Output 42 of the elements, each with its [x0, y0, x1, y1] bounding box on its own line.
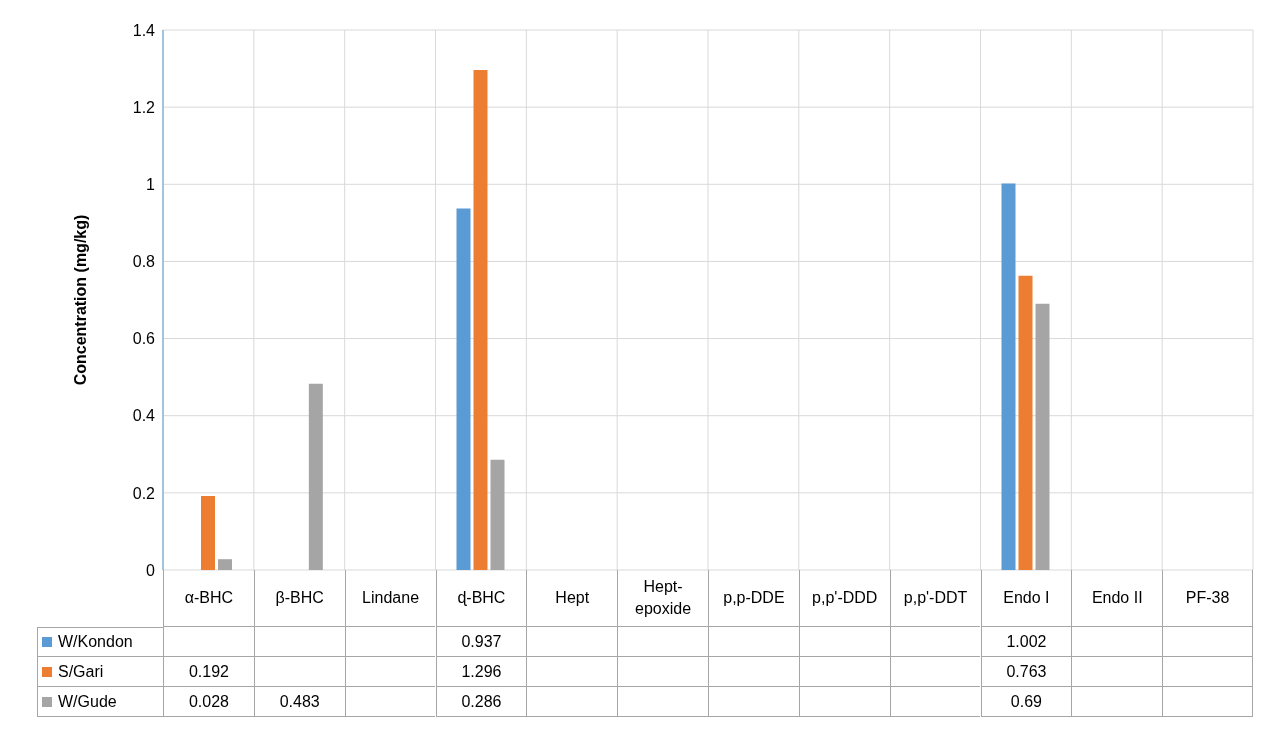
bar — [308, 383, 323, 570]
y-tick-label: 0.6 — [132, 330, 156, 348]
bar — [201, 495, 215, 570]
x-tick-label: ɖ-BHC — [435, 570, 527, 627]
y-tick-label: 1 — [146, 175, 156, 193]
y-axis-title: Concentration (mg/kg) — [71, 214, 89, 386]
x-tick-label: p,p-DDE — [708, 570, 799, 627]
x-tick-label: β-BHC — [253, 570, 345, 627]
legend-label: W/Gude — [37, 687, 163, 717]
data-label: 0.937 — [435, 627, 527, 657]
bar — [456, 208, 471, 570]
data-label: 0.028 — [163, 687, 254, 717]
x-tick-label: Endo I — [980, 570, 1072, 627]
x-tick-label: Lindane — [344, 570, 436, 627]
data-label: 1.002 — [980, 627, 1072, 657]
y-tick-label: 1.2 — [132, 98, 156, 116]
bar — [1018, 275, 1033, 570]
x-tick-label: Endo II — [1071, 570, 1163, 627]
legend-label: S/Gari — [37, 657, 163, 687]
data-label: 0.69 — [980, 687, 1072, 717]
bar — [218, 559, 232, 570]
x-tick-label: PF-38 — [1162, 570, 1253, 627]
legend-label: W/Kondon — [37, 627, 163, 657]
y-tick-label: 0.2 — [132, 484, 156, 502]
x-tick-label: p,p'-DDT — [889, 570, 981, 627]
data-label: 0.483 — [253, 687, 345, 717]
x-tick-label: Hept — [526, 570, 618, 627]
x-tick-label: Hept-epoxide — [617, 570, 708, 627]
y-tick-label: 0 — [146, 561, 156, 579]
bar — [1035, 303, 1050, 570]
data-label: 0.192 — [163, 657, 254, 687]
y-tick-label: 0.8 — [132, 253, 156, 271]
data-label: 0.763 — [980, 657, 1072, 687]
bar — [1001, 183, 1016, 570]
bar — [490, 459, 505, 570]
y-tick-label: 0.4 — [132, 407, 156, 425]
y-tick-label: 1.4 — [132, 21, 156, 39]
data-label: 1.296 — [435, 657, 527, 687]
data-label: 0.286 — [435, 687, 527, 717]
bar — [473, 70, 488, 570]
x-tick-label: p,p'-DDD — [798, 570, 890, 627]
x-tick-label: α-BHC — [163, 570, 254, 627]
